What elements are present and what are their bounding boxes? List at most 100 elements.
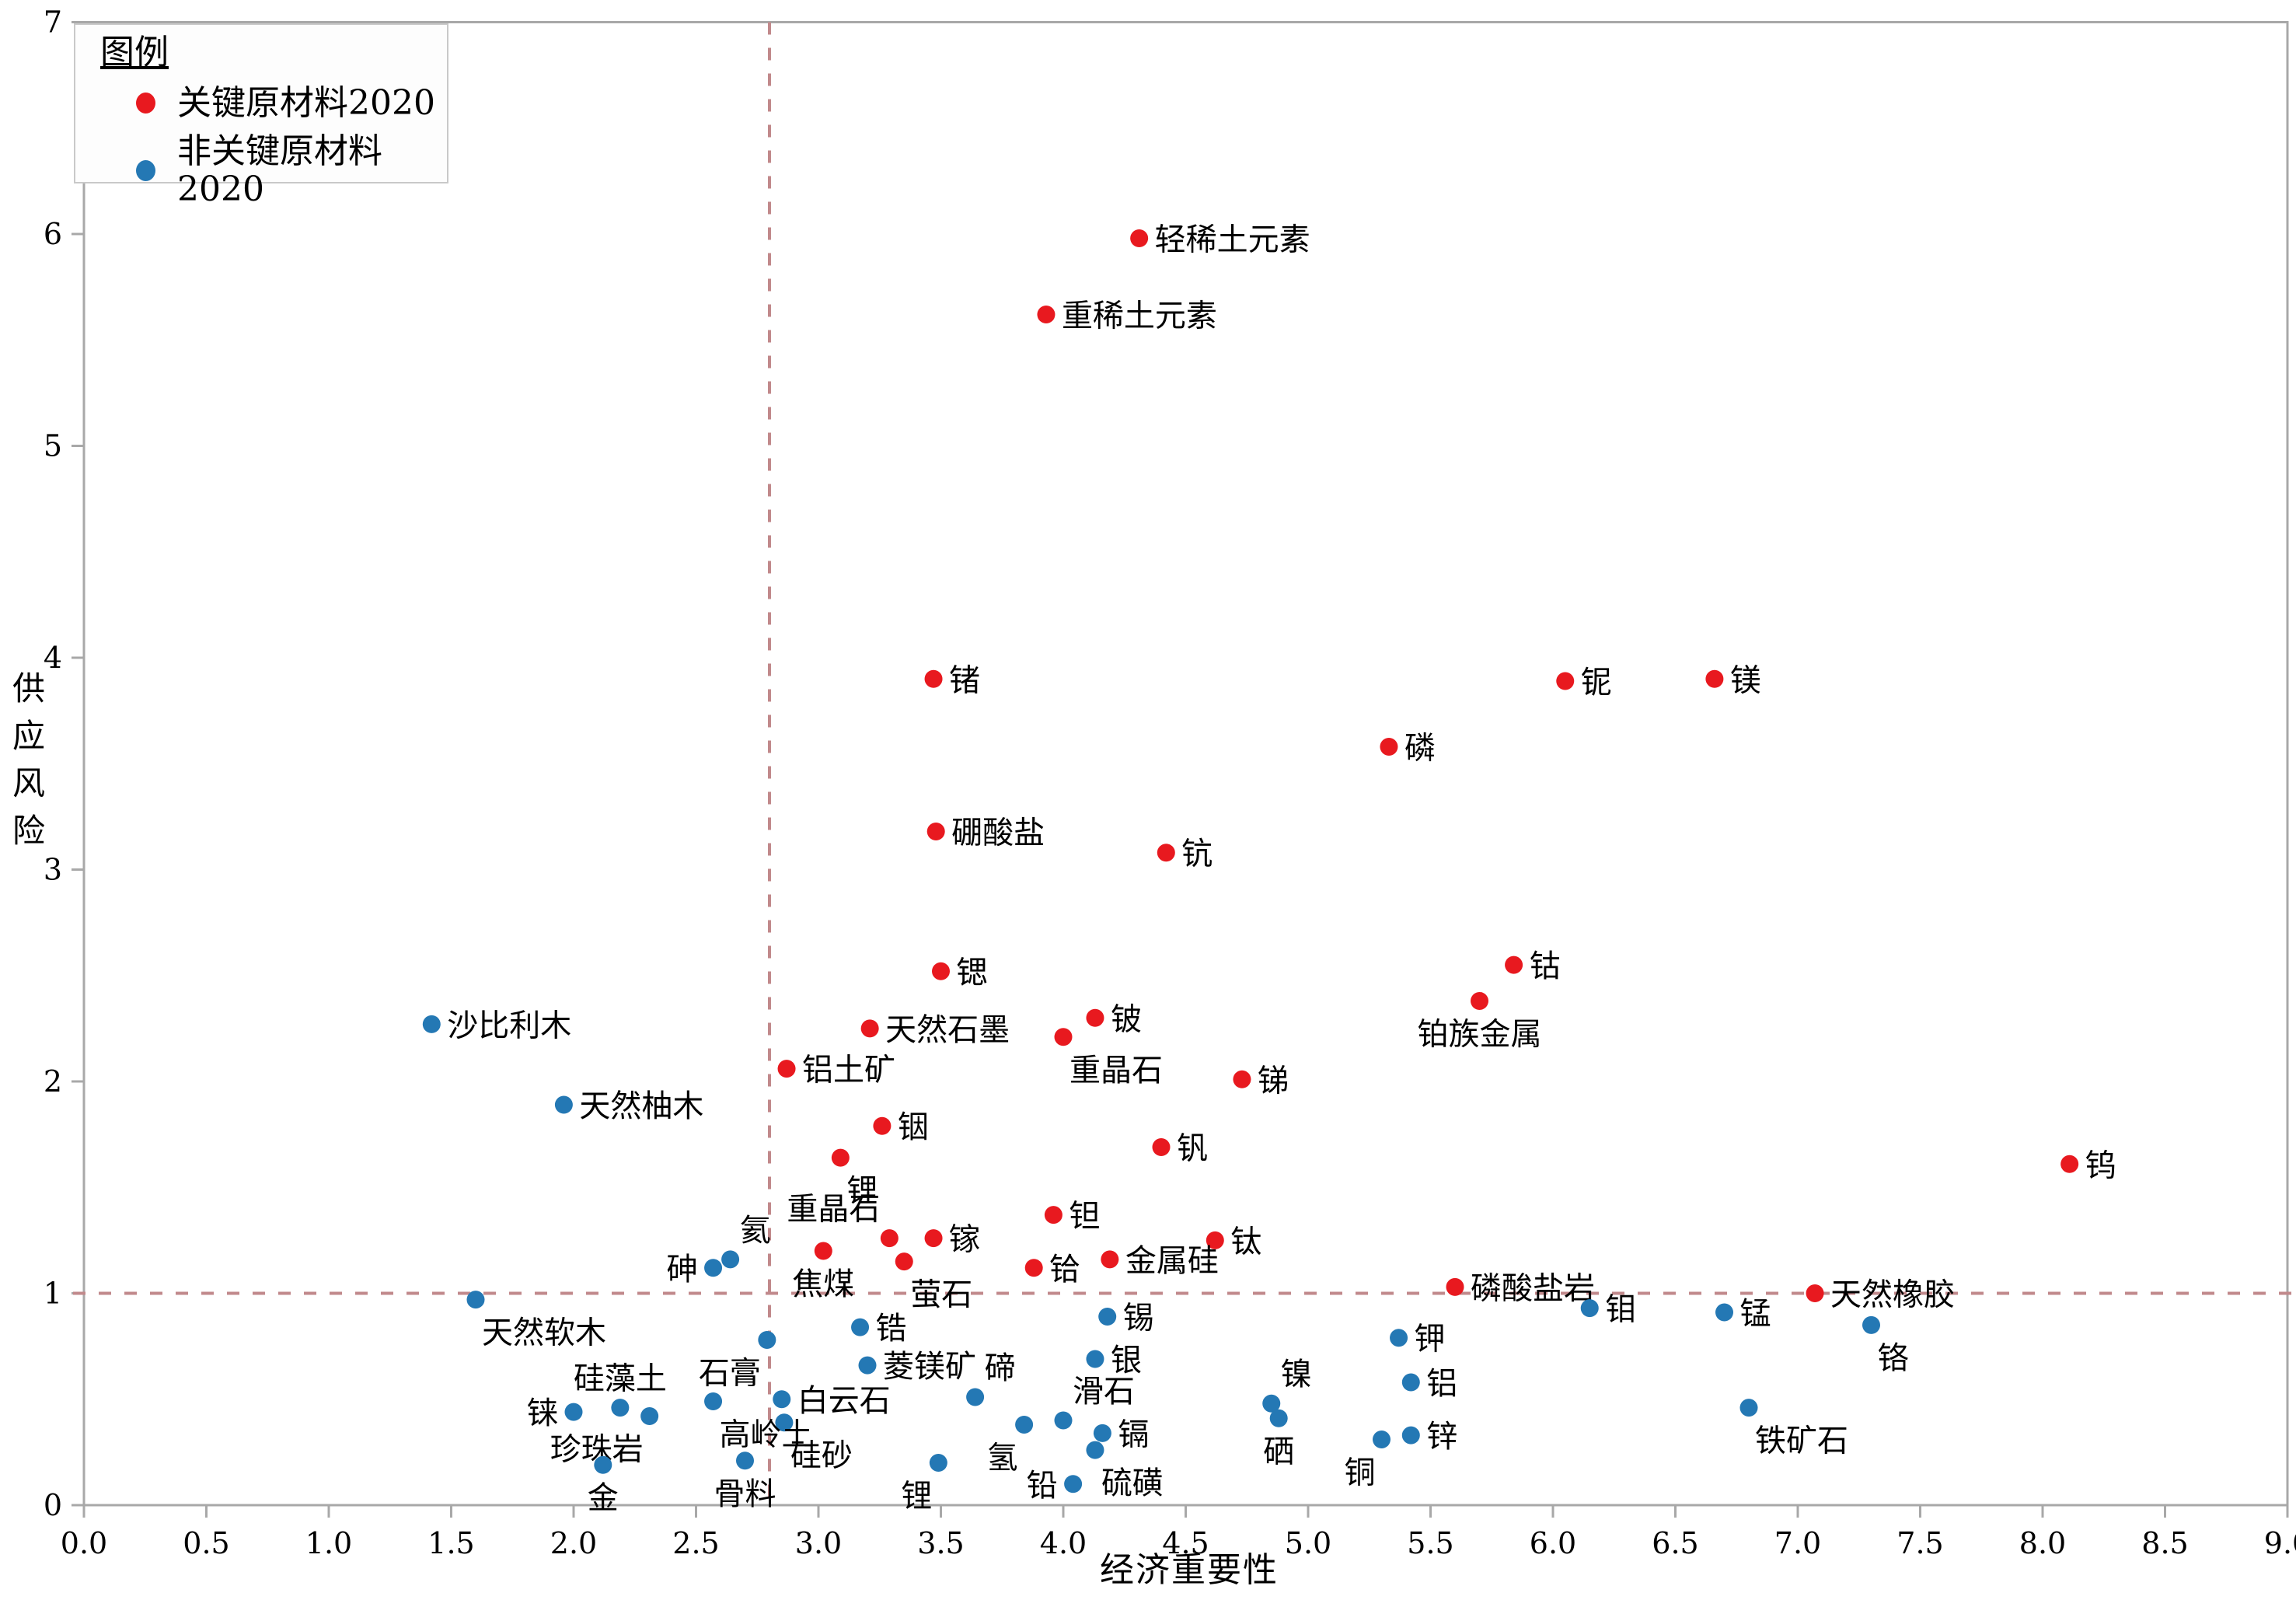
scatter-point-critical	[873, 1116, 892, 1135]
x-tick-label: 9.0	[2264, 1526, 2296, 1560]
point-label: 铬	[1878, 1340, 1909, 1376]
point-label: 锂	[846, 1173, 878, 1209]
point-label: 金	[588, 1480, 619, 1516]
point-label: 金属硅	[1125, 1243, 1219, 1279]
point-label: 重稀土元素	[1062, 299, 1217, 334]
scatter-point-noncritical	[1086, 1350, 1104, 1368]
point-label: 氢	[987, 1440, 1018, 1476]
scatter-point-critical	[924, 669, 943, 688]
scatter-point-noncritical	[1862, 1315, 1880, 1334]
scatter-point-noncritical	[554, 1095, 573, 1114]
point-label: 镓	[949, 1222, 980, 1258]
scatter-point-critical	[1380, 737, 1398, 756]
scatter-point-critical	[926, 822, 945, 840]
point-label: 铁矿石	[1755, 1424, 1848, 1459]
x-tick-label: 5.0	[1285, 1526, 1331, 1560]
scatter-point-critical	[1054, 1028, 1073, 1046]
scatter-point-noncritical	[1262, 1394, 1281, 1413]
scatter-point-critical	[2060, 1155, 2079, 1173]
x-tick-label: 7.5	[1896, 1526, 1943, 1560]
scatter-point-noncritical	[1054, 1411, 1073, 1430]
scatter-point-noncritical	[1269, 1409, 1288, 1427]
point-label: 锡	[1123, 1300, 1154, 1336]
scatter-point-noncritical	[704, 1392, 723, 1410]
scatter-point-critical	[1086, 1008, 1104, 1027]
scatter-point-noncritical	[564, 1403, 583, 1421]
point-label: 镁	[1730, 662, 1761, 698]
point-label: 硼酸盐	[951, 815, 1045, 851]
y-tick-label: 2	[44, 1064, 62, 1099]
point-label: 菱镁矿	[883, 1349, 976, 1385]
point-label: 石膏	[699, 1355, 761, 1391]
scatter-point-noncritical	[1401, 1426, 1420, 1445]
scatter-point-critical	[1044, 1206, 1063, 1224]
point-label: 硅藻土	[574, 1361, 667, 1397]
scatter-point-critical	[880, 1229, 899, 1248]
x-axis-title: 经济重要性	[1100, 1550, 1279, 1590]
point-label: 铟	[898, 1109, 929, 1145]
point-label: 钴	[1530, 948, 1561, 984]
point-label: 天然软木	[482, 1315, 606, 1351]
scatter-point-noncritical	[1401, 1373, 1420, 1392]
scatter-point-noncritical	[1715, 1303, 1733, 1322]
point-label: 钨	[2085, 1148, 2116, 1183]
point-label: 氦	[740, 1213, 771, 1249]
x-tick-label: 6.5	[1652, 1526, 1698, 1560]
x-tick-label: 4.0	[1040, 1526, 1087, 1560]
point-label: 天然柚木	[579, 1088, 703, 1124]
point-label: 铅	[1027, 1468, 1058, 1504]
x-tick-label: 8.5	[2141, 1526, 2188, 1560]
point-label: 钒	[1177, 1130, 1208, 1166]
scatter-point-critical	[895, 1252, 913, 1271]
scatter-point-critical	[1152, 1137, 1171, 1156]
x-tick-label: 6.0	[1530, 1526, 1576, 1560]
scatter-point-noncritical	[1373, 1431, 1391, 1449]
scatter-point-critical	[1505, 955, 1523, 974]
scatter-point-noncritical	[775, 1413, 794, 1432]
scatter-point-noncritical	[704, 1259, 723, 1277]
point-label: 铝土矿	[802, 1053, 895, 1088]
legend-title: 图例	[100, 33, 169, 72]
point-label: 铜	[1345, 1455, 1376, 1491]
x-tick-label: 1.5	[427, 1526, 474, 1560]
scatter-point-critical	[1206, 1231, 1224, 1249]
x-tick-label: 1.0	[305, 1526, 352, 1560]
scatter-point-critical	[1233, 1070, 1251, 1088]
point-label: 铂族金属	[1418, 1016, 1542, 1052]
scatter-point-noncritical	[1015, 1415, 1034, 1434]
scatter-point-noncritical	[640, 1407, 659, 1426]
scatter-point-critical	[924, 1229, 943, 1248]
scatter-point-noncritical	[1739, 1399, 1758, 1417]
x-tick-label: 2.0	[550, 1526, 597, 1560]
point-label: 钪	[1181, 837, 1213, 872]
point-label: 滑石	[1073, 1374, 1135, 1410]
point-label: 钾	[1415, 1322, 1446, 1357]
point-label: 银	[1111, 1343, 1142, 1378]
point-label: 铝	[1426, 1366, 1457, 1402]
point-label: 铪	[1049, 1252, 1080, 1287]
scatter-point-noncritical	[1098, 1307, 1117, 1326]
scatter-point-critical	[1446, 1277, 1464, 1296]
scatter-point-noncritical	[594, 1455, 612, 1474]
scatter-point-noncritical	[736, 1452, 754, 1470]
scatter-point-critical	[1130, 229, 1149, 247]
point-label: 锶	[957, 955, 988, 990]
point-label: 焦煤	[792, 1266, 854, 1302]
x-tick-label: 0.5	[183, 1526, 229, 1560]
point-label: 硒	[1263, 1434, 1294, 1469]
point-label: 硫磺	[1101, 1466, 1164, 1501]
point-label: 萤石	[910, 1277, 972, 1313]
scatter-point-critical	[932, 962, 950, 980]
scatter-point-critical	[777, 1060, 796, 1078]
scatter-point-noncritical	[1580, 1299, 1599, 1318]
scatter-point-critical	[860, 1019, 879, 1038]
scatter-point-critical	[1101, 1250, 1119, 1269]
scatter-point-noncritical	[758, 1330, 776, 1349]
scatter-point-noncritical	[466, 1291, 485, 1309]
point-label: 重晶石	[1069, 1053, 1163, 1088]
scatter-point-critical	[831, 1148, 850, 1167]
scatter-point-noncritical	[858, 1356, 877, 1375]
y-tick-label: 3	[44, 853, 62, 887]
y-tick-label: 1	[44, 1277, 62, 1311]
